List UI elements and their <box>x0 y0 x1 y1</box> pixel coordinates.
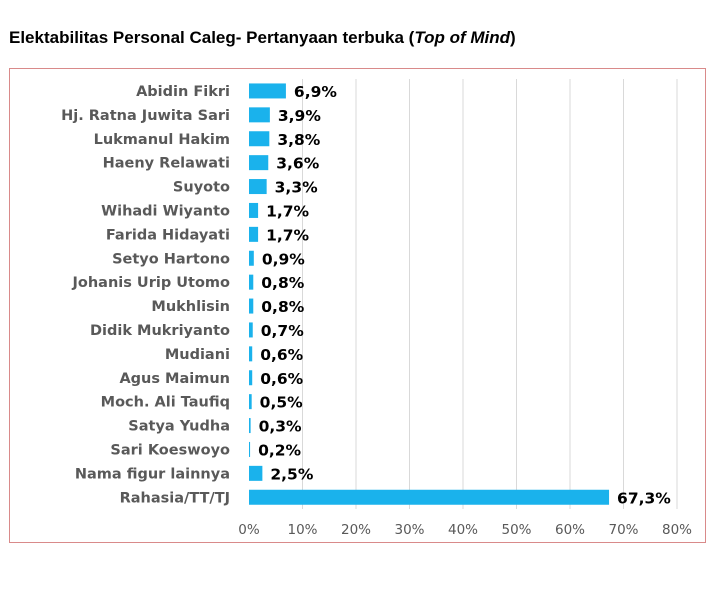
x-tick-label: 70% <box>608 522 638 538</box>
data-label: 2,5% <box>270 465 313 483</box>
category-label: Didik Mukriyanto <box>90 323 230 339</box>
data-label: 0,8% <box>261 298 304 316</box>
data-label: 0,9% <box>262 250 305 268</box>
bar <box>249 83 286 99</box>
data-label: 0,5% <box>260 394 303 412</box>
bar <box>249 370 253 386</box>
bar <box>249 202 259 218</box>
category-label: Mudiani <box>165 347 230 363</box>
chart-title-main: Elektabilitas Personal Caleg- Pertanyaan… <box>9 28 415 47</box>
data-label: 6,9% <box>294 83 337 101</box>
category-label: Lukmanul Hakim <box>94 132 230 148</box>
bar <box>249 274 254 290</box>
category-label: Agus Maimun <box>119 371 230 387</box>
bar <box>249 465 263 481</box>
x-tick-label: 50% <box>501 522 531 538</box>
data-label: 1,7% <box>266 202 309 220</box>
data-label: 67,3% <box>617 489 671 507</box>
bar <box>249 179 267 195</box>
bar <box>249 441 251 457</box>
data-label: 0,3% <box>259 418 302 436</box>
x-tick-label: 0% <box>238 522 260 538</box>
category-label: Farida Hidayati <box>106 227 230 243</box>
data-label: 3,9% <box>278 107 321 125</box>
data-label: 0,7% <box>261 322 304 340</box>
data-label: 3,8% <box>277 131 320 149</box>
bar <box>249 346 253 362</box>
x-tick-label: 60% <box>555 522 585 538</box>
category-label: Satya Yudha <box>128 419 230 435</box>
category-label: Moch. Ali Taufiq <box>101 395 230 411</box>
x-tick-label: 80% <box>662 522 692 538</box>
data-label: 0,6% <box>260 370 303 388</box>
category-label: Haeny Relawati <box>103 156 230 172</box>
data-label: 3,6% <box>276 155 319 173</box>
category-label: Setyo Hartono <box>112 251 230 267</box>
category-label: Wihadi Wiyanto <box>101 203 230 219</box>
bar <box>249 418 251 434</box>
category-label: Suyoto <box>173 180 230 196</box>
bar <box>249 226 259 242</box>
x-tick-label: 30% <box>394 522 424 538</box>
bar <box>249 394 252 410</box>
category-label: Rahasia/TT/TJ <box>120 490 230 506</box>
data-label: 3,3% <box>275 179 318 197</box>
category-label: Johanis Urip Utomo <box>72 275 231 291</box>
chart-frame <box>9 68 706 543</box>
chart-title: Elektabilitas Personal Caleg- Pertanyaan… <box>9 28 516 48</box>
chart-title-italic: Top of Mind <box>414 28 510 47</box>
x-tick-label: 10% <box>287 522 317 538</box>
chart-title-close: ) <box>510 28 516 47</box>
x-tick-label: 20% <box>341 522 371 538</box>
bar <box>249 489 610 505</box>
category-label: Nama figur lainnya <box>75 466 230 482</box>
bar <box>249 131 270 147</box>
category-label: Mukhlisin <box>151 299 230 315</box>
bar <box>249 107 270 123</box>
x-tick-label: 40% <box>448 522 478 538</box>
bar <box>249 250 254 266</box>
bar <box>249 155 269 171</box>
category-label: Abidin Fikri <box>136 84 230 100</box>
data-label: 0,8% <box>261 274 304 292</box>
category-label: Sari Koeswoyo <box>110 442 230 458</box>
data-label: 0,6% <box>260 346 303 364</box>
bar <box>249 322 253 338</box>
data-label: 0,2% <box>258 441 301 459</box>
data-label: 1,7% <box>266 226 309 244</box>
bar <box>249 298 254 314</box>
category-label: Hj. Ratna Juwita Sari <box>61 108 230 124</box>
